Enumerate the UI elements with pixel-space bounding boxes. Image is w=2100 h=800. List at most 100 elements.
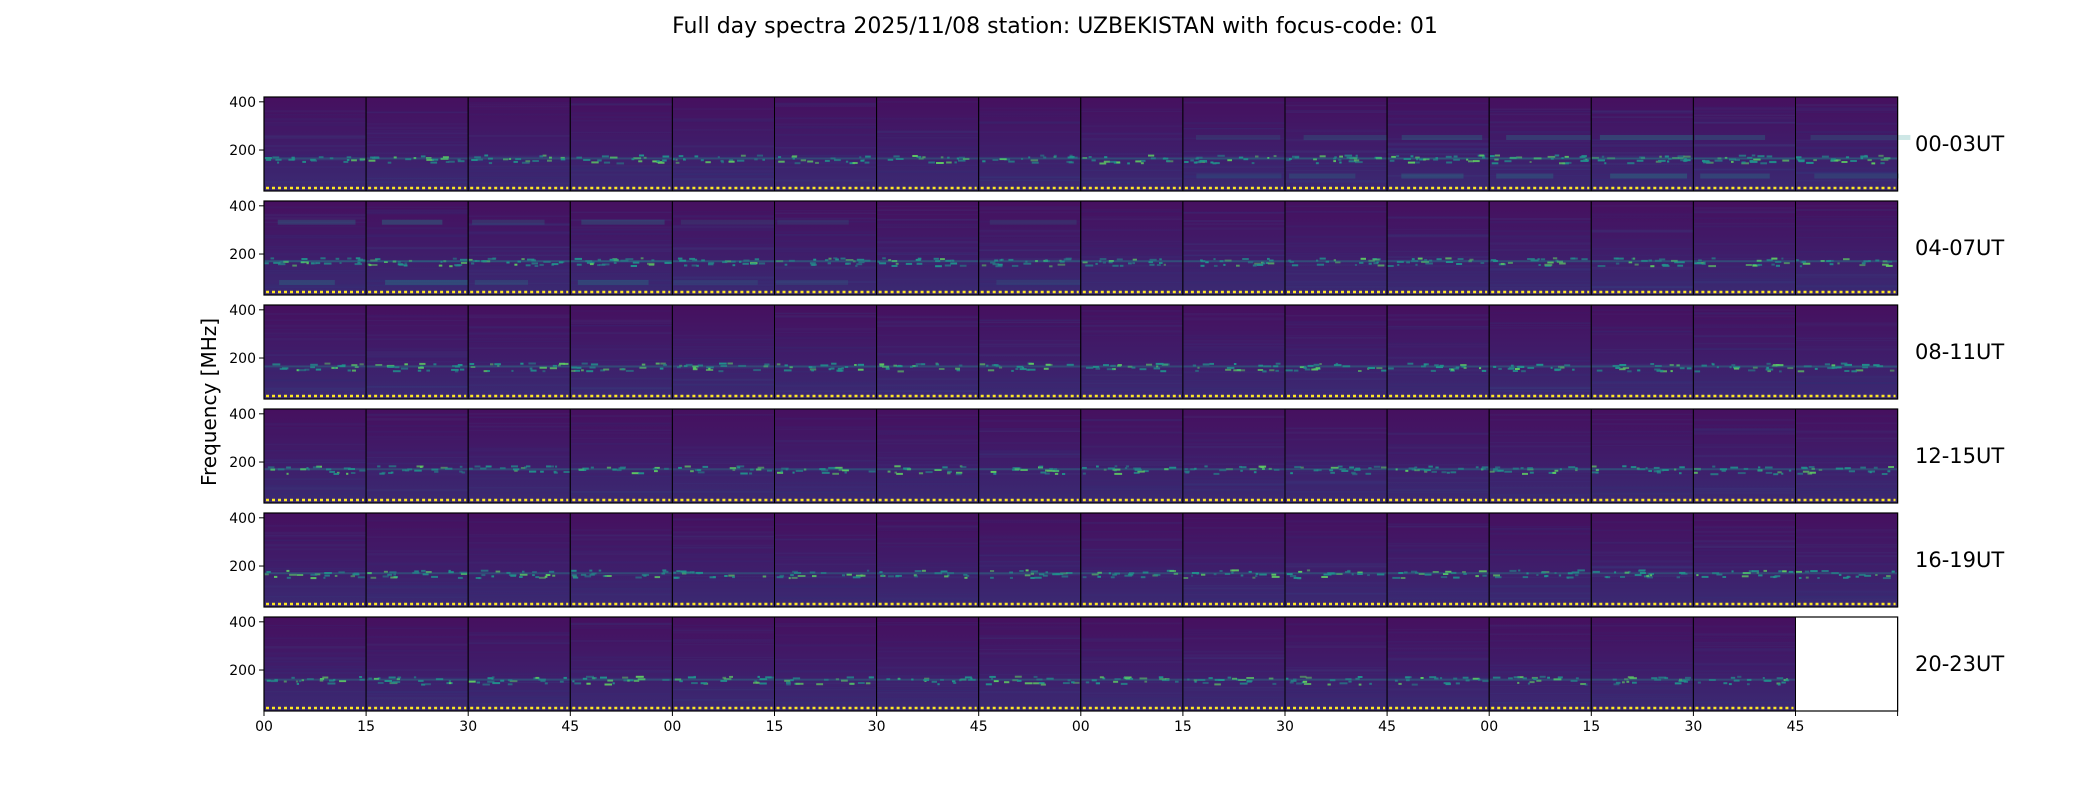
y-tick-label: 400 <box>229 407 256 423</box>
spectrum-noise-line <box>1080 579 1183 581</box>
spectrum-noise-line <box>570 478 673 480</box>
spectrum-panel <box>1182 304 1286 400</box>
spectrum-rfi-dot <box>936 162 944 164</box>
spectrum-rfi-dot <box>1019 368 1027 371</box>
spectrum-rfi-dot <box>1520 467 1524 469</box>
spectrum-noise-line <box>876 525 979 528</box>
spectrum-noise-line <box>978 179 1081 182</box>
spectrum-panel-bg <box>1591 201 1694 295</box>
spectrum-noise-line <box>1387 318 1490 321</box>
spectrum-noise-line <box>570 239 673 242</box>
spectrum-rfi-dot <box>1773 473 1779 476</box>
spectrum-panel-bg <box>672 305 775 399</box>
spectrum-rfi-dot <box>1888 466 1894 468</box>
spectrum-noise-line <box>1591 632 1694 634</box>
spectrum-noise-line <box>978 378 1081 380</box>
spectrum-rfi-dot <box>1124 467 1128 470</box>
spectrum-noise-line <box>468 548 571 551</box>
spectrum-rfi-band <box>366 572 469 575</box>
spectrum-noise-line <box>1182 593 1285 596</box>
spectrum-noise-line <box>1489 419 1592 421</box>
spectrum-rfi-dot <box>662 569 667 572</box>
spectrum-rfi-dot <box>359 676 363 678</box>
spectrum-rfi-dot <box>1158 676 1164 679</box>
spectrum-noise-line <box>1285 169 1388 171</box>
spectrum-rfi-dot <box>355 257 361 260</box>
spectrum-rfi-dot <box>1465 679 1470 682</box>
spectrum-noise-line <box>1795 205 1898 207</box>
spectrum-noise-line <box>570 101 673 103</box>
spectrum-rfi-dot <box>1817 577 1820 579</box>
spectrum-noise-line <box>468 449 571 452</box>
spectrum-rfi-dot <box>828 257 832 260</box>
spectrum-rfi-dot <box>1797 158 1800 161</box>
spectrum-rfi-dot <box>1728 683 1732 686</box>
spectrum-noise-line <box>1080 485 1183 488</box>
spectrum-rfi-dot <box>1526 572 1529 575</box>
spectrum-noise-line <box>264 487 367 490</box>
spectrum-rfi-band <box>672 468 775 471</box>
spectrum-noise-line <box>1693 562 1796 565</box>
spectrum-rfi-band <box>468 260 571 263</box>
spectrum-noise-line <box>774 486 877 489</box>
spectrum-rfi-dot <box>1873 466 1878 469</box>
spectrum-noise-line <box>468 474 571 477</box>
spectrum-rfi-dot <box>1612 678 1617 681</box>
spectrum-noise-line <box>978 168 1081 170</box>
spectrum-noise-line <box>1591 139 1694 142</box>
spectrum-noise-line <box>468 160 571 162</box>
spectrum-rfi-dot <box>958 156 965 159</box>
spectrum-noise-line <box>366 385 469 388</box>
spectrum-rfi-dot <box>719 362 727 365</box>
spectrum-noise-line <box>1591 266 1694 269</box>
spectrum-rfi-dot <box>535 576 540 579</box>
spectrum-rfi-dot <box>1827 367 1835 370</box>
spectrum-noise-line <box>1693 648 1796 651</box>
spectrum-noise-line <box>366 458 469 460</box>
spectrum-noise-line <box>1591 542 1694 545</box>
spectrum-burst <box>996 279 1099 285</box>
spectrum-rfi-dot <box>1480 262 1485 264</box>
spectrum-rfi-dot <box>300 261 309 264</box>
spectrum-noise-line <box>876 205 979 208</box>
spectrum-noise-line <box>1285 104 1388 107</box>
spectrum-rfi-dot <box>559 362 565 365</box>
spectrum-rfi-dot <box>837 367 842 370</box>
spectrum-panel <box>263 96 367 192</box>
spectrum-rfi-dot <box>631 472 640 475</box>
spectrum-burst <box>1700 173 1770 179</box>
spectrum-rfi-dot <box>946 161 952 164</box>
spectrum-noise-line <box>1080 567 1183 570</box>
spectrum-noise-line <box>1795 171 1898 174</box>
spectrum-rfi-dot <box>1333 157 1336 160</box>
spectrum-rfi-band <box>1795 260 1898 263</box>
spectrum-noise-line <box>1387 672 1490 675</box>
spectrum-rfi-dot <box>915 258 921 261</box>
spectrum-rfi-dot <box>1634 263 1639 266</box>
spectrum-rfi-dot <box>1389 159 1395 162</box>
spectrum-noise-line <box>1182 223 1285 225</box>
spectrum-noise-line <box>1285 110 1388 113</box>
spectrum-noise-line <box>366 649 469 652</box>
spectrum-noise-line <box>1693 114 1796 117</box>
spectrum-noise-line <box>1080 169 1183 172</box>
spectrum-noise-line <box>1489 480 1592 483</box>
spectrum-rfi-dot <box>602 575 607 578</box>
spectrum-noise-line <box>876 369 979 371</box>
spectrum-noise-line <box>1080 660 1183 664</box>
spectrum-rfi-dot <box>1351 573 1354 576</box>
spectrum-noise-line <box>774 327 877 331</box>
spectrum-noise-line <box>876 226 979 228</box>
spectrum-rfi-dot <box>475 260 480 262</box>
spectrum-noise-line <box>1182 656 1285 660</box>
spectrum-rfi-dot <box>414 570 419 573</box>
spectrum-rfi-dot <box>865 155 871 158</box>
spectrum-noise-line <box>570 131 673 134</box>
spectrum-panel-bg <box>1182 97 1285 191</box>
spectrum-noise-line <box>672 489 775 491</box>
spectrum-noise-line <box>978 249 1081 252</box>
spectrum-rfi-dot <box>1197 366 1200 369</box>
spectrum-rfi-dot <box>1272 682 1277 685</box>
spectrum-rfi-band <box>468 157 571 160</box>
